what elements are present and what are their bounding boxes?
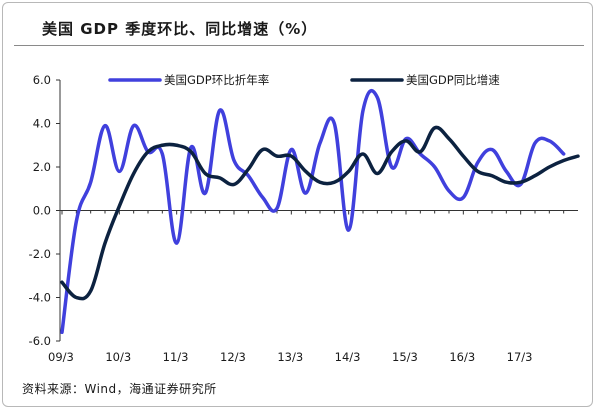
legend-label: 美国GDP同比增速: [406, 73, 500, 87]
source-note: 资料来源：Wind，海通证券研究所: [22, 382, 217, 396]
x-tick-label: 12/3: [220, 350, 246, 364]
x-tick-label: 15/3: [392, 350, 418, 364]
y-tick-label: -6.0: [29, 334, 51, 348]
x-tick-labels: 09/3 10/3 11/3 12/3 13/3 14/3 15/3 16/3 17/3: [48, 350, 532, 364]
y-tick-label: 6.0: [33, 73, 51, 87]
series-line-qoq-annualized: [60, 89, 566, 335]
x-tick-label: 13/3: [277, 350, 303, 364]
y-tick-label: -4.0: [29, 291, 51, 305]
series-line-yoy: [60, 125, 580, 301]
chart-title: 美国 GDP 季度环比、同比增速（%）: [42, 20, 318, 38]
y-tick-label: 0.0: [33, 204, 51, 218]
title-divider: [14, 45, 584, 46]
x-tick-label: 17/3: [507, 350, 533, 364]
y-tick-label: -2.0: [29, 247, 51, 261]
x-tick-label: 09/3: [48, 350, 74, 364]
chart-frame: [2, 2, 593, 407]
x-tick-label: 11/3: [163, 350, 189, 364]
x-tick-label: 16/3: [449, 350, 475, 364]
y-tick-label: 2.0: [33, 160, 51, 174]
y-tick-label: 4.0: [33, 117, 51, 131]
legend: 美国GDP环比折年率 美国GDP同比增速: [108, 73, 500, 87]
y-tick-labels: 6.0 4.0 2.0 0.0 -2.0 -4.0 -6.0: [29, 73, 51, 348]
x-tick-label: 14/3: [335, 350, 361, 364]
legend-label: 美国GDP环比折年率: [164, 73, 269, 87]
series-lines: [60, 89, 580, 335]
axes: [56, 79, 578, 342]
x-tick-label: 10/3: [105, 350, 131, 364]
